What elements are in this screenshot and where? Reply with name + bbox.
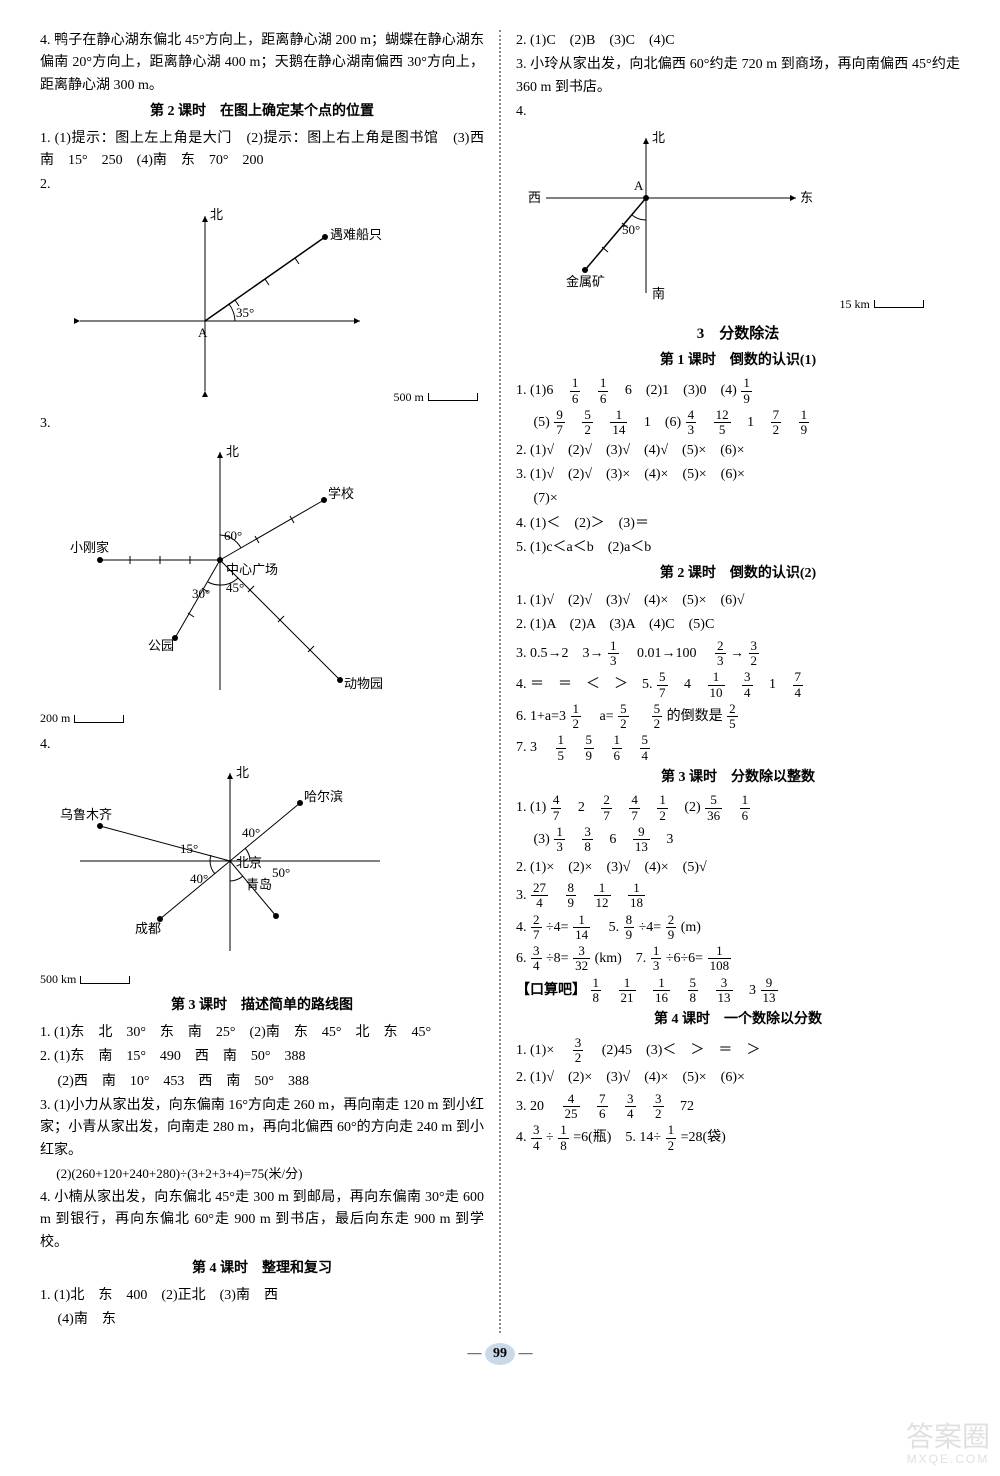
answer-line: 3. 274 89 112 118 (516, 881, 960, 911)
text: 3. (1)√ (2)√ (3)× (4)× (5)× (6)× (516, 464, 960, 486)
heading: 第 1 课时 倒数的认识(1) (516, 350, 960, 372)
text: 4. 鸭子在静心湖东偏北 45°方向上，距离静心湖 200 m；蝴蝶在静心湖东偏… (40, 30, 484, 97)
watermark: 答案圈 MXQE.COM (906, 1422, 990, 1466)
text: 4. 小楠从家出发，向东偏北 45°走 300 m 到邮局，再向东偏南 30°走… (40, 1187, 484, 1254)
angle-label: 35° (236, 305, 254, 320)
text: 1. (1)北 东 400 (2)正北 (3)南 西 (40, 1285, 484, 1307)
label: 3. (40, 413, 484, 435)
label: 4. (516, 101, 960, 123)
a30: 30° (192, 586, 210, 601)
text: 2. (1)× (2)× (3)√ (4)× (5)√ (516, 857, 960, 879)
answer-line: 4. 27 ÷4= 114 5. 89 ÷4= 29 (m) (516, 913, 960, 943)
column-divider (499, 30, 501, 1333)
answer-line: 1. (1)6 16 16 6 (2)1 (3)0 (4) 19 (516, 376, 960, 406)
scale-bar: 500 km (40, 970, 130, 989)
chapter-heading: 3 分数除法 (516, 322, 960, 346)
text: 2. (1)A (2)A (3)A (4)C (5)C (516, 614, 960, 636)
answer-line: 【口算吧】 18 121 116 58 313 3 913 (516, 976, 960, 1006)
answer-line: 4. ＝ ＝ ＜ ＞ 5. 57 4 110 34 1 74 (516, 670, 960, 700)
heading: 第 3 课时 描述简单的路线图 (40, 995, 484, 1017)
answer-line: 4. 34 ÷ 18 =6(瓶) 5. 14÷ 12 =28(袋) (516, 1123, 960, 1153)
school-label: 学校 (328, 486, 354, 501)
diagram-plaza: 北 中心广场 小刚家 学校 60° 公园 (40, 440, 484, 731)
center-label: 中心广场 (226, 562, 278, 577)
answer-line: (3) 13 38 6 913 3 (516, 825, 960, 855)
zoo-label: 动物园 (344, 676, 383, 691)
mine-label: 金属矿 (566, 274, 605, 289)
beijing-label: 北京 (236, 855, 262, 870)
scale-bar: 15 km (840, 295, 924, 314)
text: (2)(260+120+240+280)÷(3+2+3+4)=75(米/分) (40, 1164, 484, 1185)
north-label: 北 (652, 130, 665, 145)
a60: 60° (224, 528, 242, 543)
scale-text: 500 km (40, 970, 76, 989)
heading: 第 4 课时 整理和复习 (40, 1258, 484, 1280)
text: 2. (1)东 南 15° 490 西 南 50° 388 (40, 1046, 484, 1068)
scale-bar: 200 m (40, 709, 124, 728)
south-label: 南 (652, 286, 665, 301)
harbin-label: 哈尔滨 (304, 789, 343, 804)
a45: 45° (226, 580, 244, 595)
answer-line: 7. 3 15 59 16 54 (516, 733, 960, 763)
A-label: A (634, 178, 644, 193)
heading: 第 4 课时 一个数除以分数 (516, 1009, 960, 1031)
answer-line: 6. 34 ÷8= 332 (km) 7. 13 ÷6÷6= 1108 (516, 944, 960, 974)
a40a: 40° (242, 825, 260, 840)
text: 5. (1)c＜a＜b (2)a＜b (516, 537, 960, 559)
text: (7)× (516, 488, 960, 510)
park-label: 公园 (148, 638, 174, 653)
qingdao-label: 青岛 (246, 877, 272, 892)
scale-text: 500 m (394, 388, 424, 407)
answer-line: 3. 0.5→2 3→ 13 0.01→100 23 → 32 (516, 639, 960, 669)
text: 2. (1)√ (2)× (3)√ (4)× (5)× (6)× (516, 1067, 960, 1089)
answer-line: 6. 1+a=3 12 a= 52 52 的倒数是 25 (516, 702, 960, 732)
ship-label: 遇难船只 (330, 227, 382, 242)
text: (2)西 南 10° 453 西 南 50° 388 (40, 1071, 484, 1093)
label: 2. (40, 174, 484, 196)
a40b: 40° (190, 871, 208, 886)
diagram-mine: 北 东 西 南 A 金属矿 50° 15 km (516, 128, 960, 316)
text: 2. (1)C (2)B (3)C (4)C (516, 30, 960, 52)
urumqi-label: 乌鲁木齐 (60, 807, 112, 822)
right-column: 2. (1)C (2)B (3)C (4)C 3. 小玲从家出发，向北偏西 60… (516, 30, 960, 1333)
text: 4. (1)＜ (2)＞ (3)＝ (516, 513, 960, 535)
answer-line: 1. (1) 47 2 27 47 12 (2) 536 16 (516, 793, 960, 823)
a50: 50° (272, 865, 290, 880)
left-column: 4. 鸭子在静心湖东偏北 45°方向上，距离静心湖 200 m；蝴蝶在静心湖东偏… (40, 30, 484, 1333)
xiaogang-label: 小刚家 (70, 540, 109, 555)
text: 1. (1)√ (2)√ (3)√ (4)× (5)× (6)√ (516, 590, 960, 612)
text: (4)南 东 (40, 1309, 484, 1331)
north-label: 北 (210, 207, 223, 222)
north-label: 北 (226, 444, 239, 459)
scale-bar: 500 m (394, 388, 478, 407)
heading: 第 2 课时 在图上确定某个点的位置 (40, 101, 484, 123)
north-label: 北 (236, 765, 249, 780)
text: 1. (1)东 北 30° 东 南 25° (2)南 东 45° 北 东 45° (40, 1022, 484, 1044)
heading: 第 3 课时 分数除以整数 (516, 767, 960, 789)
a50: 50° (622, 222, 640, 237)
answer-line: (5) 97 52 114 1 (6) 43 125 1 72 19 (516, 408, 960, 438)
text: 3. (1)小力从家出发，向东偏南 16°方向走 260 m，再向南走 120 … (40, 1095, 484, 1162)
east-label: 东 (800, 190, 813, 205)
chengdu-label: 成都 (135, 921, 161, 936)
label: 4. (40, 734, 484, 756)
scale-text: 15 km (840, 295, 870, 314)
text: 1. (1)提示：图上左上角是大门 (2)提示：图上右上角是图书馆 (3)西 南… (40, 128, 484, 173)
scale-text: 200 m (40, 709, 70, 728)
page-number: — 99 — (40, 1343, 960, 1365)
text: 3. 小玲从家出发，向北偏西 60°约走 720 m 到商场，再向南偏西 45°… (516, 54, 960, 99)
diagram-cities: 北 北京 乌鲁木齐 15° 哈尔滨 40° 成都 40° 青岛 50° (40, 761, 484, 992)
west-label: 西 (528, 190, 541, 205)
diagram-ship: 北 A 遇难船只 35° 500 m (40, 201, 484, 409)
a15: 15° (180, 841, 198, 856)
A-label: A (198, 325, 208, 340)
answer-line: 1. (1)× 32 (2)45 (3)＜ ＞ ＝ ＞ (516, 1036, 960, 1066)
answer-line: 3. 20 425 76 34 32 72 (516, 1092, 960, 1122)
text: 2. (1)√ (2)√ (3)√ (4)√ (5)× (6)× (516, 440, 960, 462)
heading: 第 2 课时 倒数的认识(2) (516, 563, 960, 585)
